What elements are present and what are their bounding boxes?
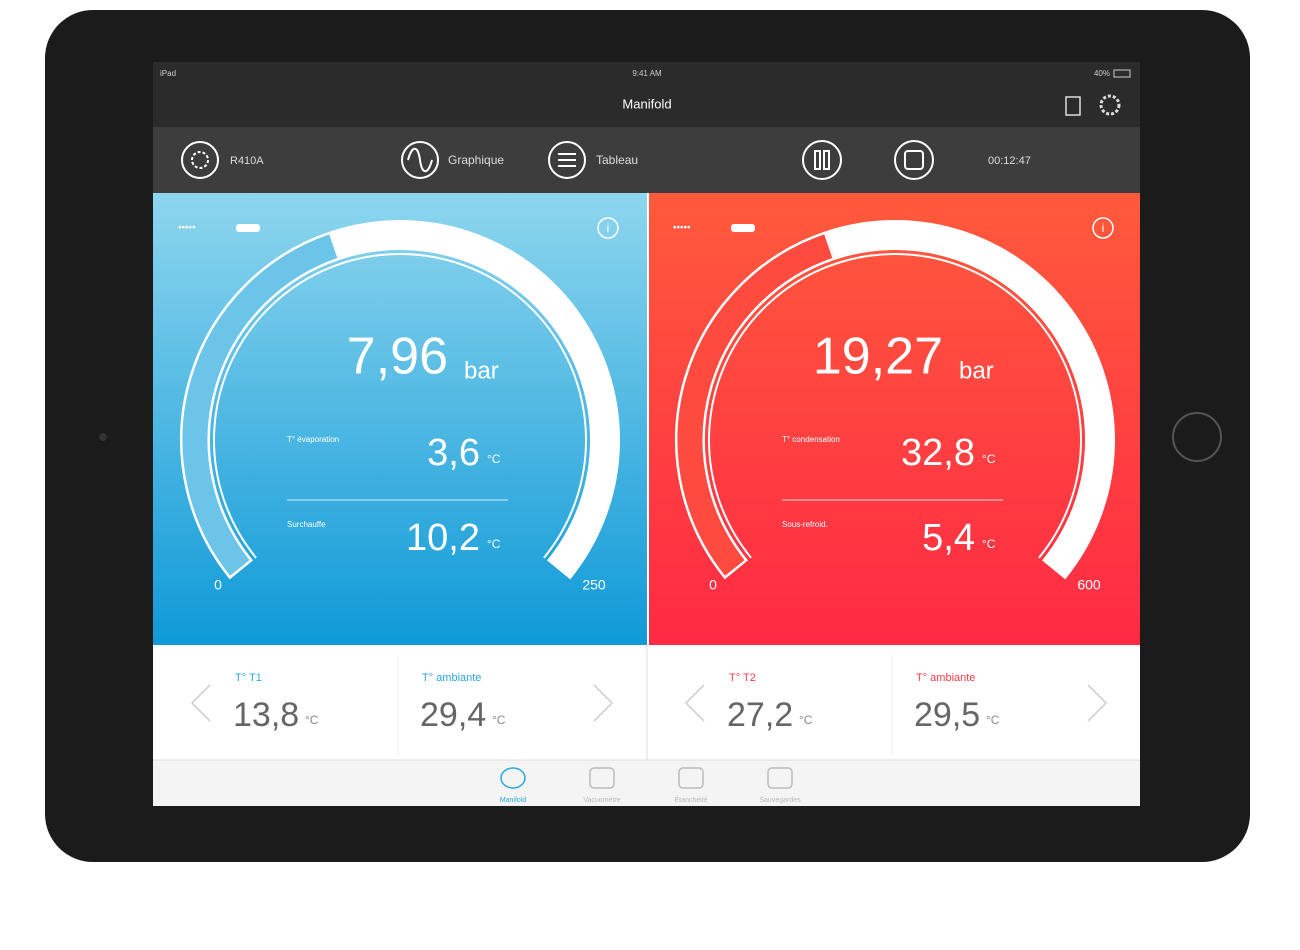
toolbar <box>153 127 1140 193</box>
info-icon: i <box>607 221 610 235</box>
battery: 40% <box>1094 69 1110 78</box>
tab-icon[interactable] <box>678 767 704 789</box>
gauge-track <box>825 220 1115 580</box>
carrier: iPad <box>160 69 176 78</box>
table-label[interactable]: Tableau <box>596 153 638 167</box>
sensor-value: 29,5 <box>914 696 980 734</box>
reading-value: 5,4 <box>922 517 975 559</box>
sensor-unit: °C <box>305 713 319 727</box>
clock: 9:41 AM <box>632 69 662 78</box>
sensor-label: T° ambiante <box>422 672 481 684</box>
reading-value: 3,6 <box>427 432 480 474</box>
tab-label[interactable]: Manifold <box>500 797 527 804</box>
sensor-label: T° T1 <box>235 672 262 684</box>
graph-button[interactable] <box>401 141 439 179</box>
sensor-label: T° T2 <box>729 672 756 684</box>
reading-label: Surchauffe <box>287 520 326 529</box>
low-pressure-panel <box>153 193 647 645</box>
info-button[interactable] <box>1092 217 1114 239</box>
signal: ••••• <box>178 223 196 234</box>
gauge-fill <box>182 234 338 576</box>
signal: ••••• <box>673 223 691 234</box>
graph-label[interactable]: Graphique <box>448 153 504 167</box>
refrigerant-button[interactable] <box>181 141 219 179</box>
battery-indicator <box>731 224 755 232</box>
gauge-outer <box>213 253 587 559</box>
tab-icon[interactable] <box>767 767 793 789</box>
reading-label: T° évaporation <box>287 435 339 444</box>
sensor-unit: °C <box>799 713 813 727</box>
pressure-unit: bar <box>959 357 994 384</box>
pressure-value: 7,96 <box>347 328 448 386</box>
timer: 00:12:47 <box>988 155 1031 167</box>
info-button[interactable] <box>597 217 619 239</box>
table-icon <box>558 153 576 167</box>
battery-indicator <box>236 224 260 232</box>
battery-icon <box>1113 69 1131 78</box>
nav-bar <box>153 62 1140 127</box>
sensor-value: 13,8 <box>233 696 299 734</box>
camera <box>99 433 107 441</box>
nav-title: Manifold <box>622 96 671 111</box>
tab-label[interactable]: Étanchéité <box>674 795 707 804</box>
pause-button[interactable] <box>802 140 842 180</box>
pause-icon <box>814 150 821 170</box>
info-icon: i <box>1102 221 1105 235</box>
reading-unit: °C <box>487 452 501 466</box>
sensor-unit: °C <box>986 713 1000 727</box>
tab-label[interactable]: Vacuomètre <box>583 797 620 804</box>
graph-icon <box>407 147 433 173</box>
prev-sensor[interactable] <box>684 684 705 722</box>
refrigerant-icon <box>191 151 209 169</box>
gauge-outer <box>708 252 1082 559</box>
reading-unit: °C <box>982 452 996 466</box>
refrigerant[interactable]: R410A <box>230 155 264 167</box>
reading-unit: °C <box>982 537 996 551</box>
sensor-unit: °C <box>492 713 506 727</box>
stop-button[interactable] <box>894 140 934 180</box>
reading-label: Sous-refroid. <box>782 520 828 529</box>
scale-min: 0 <box>709 577 717 593</box>
settings-button[interactable] <box>1099 94 1121 116</box>
gauge-track <box>330 220 620 580</box>
home-button[interactable] <box>1172 412 1222 462</box>
prev-sensor[interactable] <box>190 684 211 722</box>
sensor-value: 27,2 <box>727 696 793 734</box>
table-button[interactable] <box>548 141 586 179</box>
pressure-unit: bar <box>464 357 499 384</box>
share-button[interactable] <box>1065 96 1081 116</box>
scale-min: 0 <box>214 577 222 593</box>
sensor-value: 29,4 <box>420 696 486 734</box>
scale-max: 600 <box>1077 577 1101 593</box>
reading-value: 32,8 <box>901 432 975 474</box>
gauge-fill <box>677 234 833 576</box>
tab-label[interactable]: Sauvegardes <box>759 797 801 804</box>
reading-value: 10,2 <box>406 517 480 559</box>
sensor-label: T° ambiante <box>916 672 975 684</box>
reading-label: T° condensation <box>782 435 840 444</box>
scale-max: 250 <box>582 577 606 593</box>
tab-icon[interactable] <box>500 767 526 789</box>
tab-bar <box>153 760 1140 806</box>
pause-icon <box>823 150 830 170</box>
next-sensor[interactable] <box>1087 684 1108 722</box>
tab-icon[interactable] <box>589 767 615 789</box>
reading-unit: °C <box>487 537 501 551</box>
pressure-value: 19,27 <box>813 328 943 386</box>
stop-icon <box>904 150 924 170</box>
next-sensor[interactable] <box>593 684 614 722</box>
